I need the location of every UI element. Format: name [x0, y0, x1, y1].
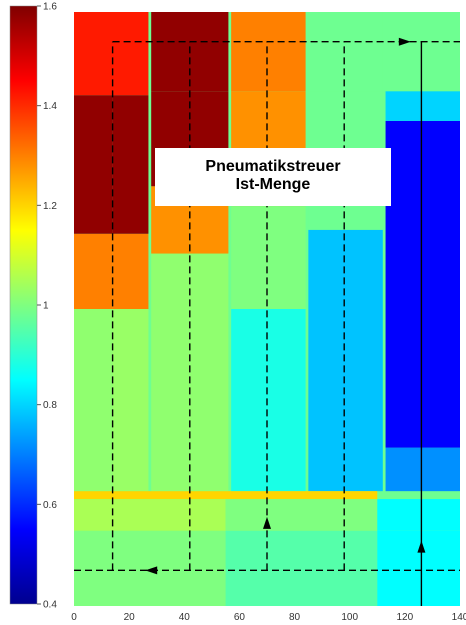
heatmap-cell [74, 530, 226, 606]
heatmap-cell [231, 309, 306, 492]
heatmap-cell [74, 12, 149, 96]
chart-title-box: Pneumatikstreuer Ist-Menge [155, 148, 391, 206]
heatmap-cell [377, 499, 460, 531]
heatmap-cell [112, 95, 149, 234]
chart-title-line2: Ist-Menge [235, 176, 311, 193]
heatmap-cell [385, 12, 460, 92]
colorbar-ticks: 0.4 0.6 0.8 1 1.2 1.4 1.6 [37, 2, 57, 611]
colorbar-tick-label: 0.8 [43, 400, 57, 411]
trajectory-paths [74, 37, 460, 606]
heatmap-cell [308, 229, 383, 492]
heatmap-cell [231, 206, 306, 309]
colorbar-tick-label: 1.6 [43, 2, 57, 13]
x-tick-label: 80 [289, 612, 301, 623]
path-arrow [145, 566, 158, 575]
colorbar-tick-label: 0.4 [43, 600, 57, 611]
x-axis-ticks: 0 20 40 60 80 100 120 140 [71, 612, 466, 623]
heatmap-cell [385, 91, 460, 121]
heatmap-cell [231, 12, 306, 92]
colorbar [9, 5, 38, 605]
path-arrow [398, 37, 411, 46]
heatmap-cell [151, 253, 190, 492]
x-tick-label: 0 [71, 612, 77, 623]
heatmap-cell [74, 491, 378, 500]
heatmap-cell [74, 233, 113, 309]
heatmap-cell [112, 233, 149, 309]
x-tick-label: 120 [397, 612, 414, 623]
heatmap-cell [377, 530, 460, 606]
colorbar-tick-label: 1.4 [43, 101, 57, 112]
chart-title-line1: Pneumatikstreuer [205, 158, 341, 175]
colorbar-tick-label: 1 [43, 301, 49, 312]
heatmap-cell [189, 253, 229, 492]
x-tick-label: 100 [341, 612, 358, 623]
x-tick-label: 60 [234, 612, 246, 623]
heatmap-cell [112, 309, 149, 492]
heatmap-cell [74, 499, 226, 531]
colorbar-tick-label: 0.6 [43, 500, 57, 511]
heatmap-cell [225, 530, 378, 606]
path-arrow [263, 516, 271, 529]
heatmap-cell [225, 499, 378, 531]
path-arrow [417, 540, 426, 553]
heatmap-cell [74, 309, 113, 492]
colorbar-tick-label: 1.2 [43, 201, 57, 212]
x-tick-label: 20 [124, 612, 136, 623]
heatmap-cell [308, 12, 383, 92]
x-tick-label: 40 [179, 612, 191, 623]
heatmap-cell [385, 120, 460, 448]
heatmap-cell [74, 95, 113, 234]
heatmap-cell [385, 447, 460, 492]
x-tick-label: 140 [452, 612, 466, 623]
